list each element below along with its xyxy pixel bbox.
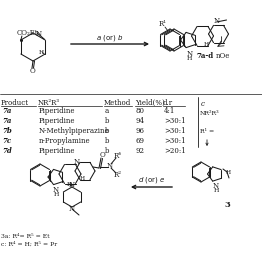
Text: $d$ (or) $e$: $d$ (or) $e$ — [138, 175, 166, 185]
Text: H: H — [213, 188, 219, 194]
Text: b: b — [105, 147, 110, 155]
Text: Piperidine: Piperidine — [39, 147, 75, 155]
Text: Method: Method — [104, 99, 131, 107]
Text: O: O — [29, 67, 35, 75]
Text: 3: 3 — [224, 201, 230, 209]
Text: >30:1: >30:1 — [164, 137, 185, 145]
Text: Piperidine: Piperidine — [39, 107, 75, 115]
Text: N: N — [213, 182, 219, 190]
Text: 7a-d: 7a-d — [197, 52, 214, 60]
Text: 80: 80 — [136, 107, 145, 115]
Text: R⁴: R⁴ — [114, 152, 122, 160]
Text: c: c — [201, 100, 205, 108]
Text: NR²R³: NR²R³ — [38, 99, 60, 107]
Text: N: N — [53, 186, 59, 194]
Text: 69: 69 — [136, 137, 145, 145]
Text: Product: Product — [1, 99, 29, 107]
Text: 96: 96 — [136, 127, 145, 135]
Text: 92: 92 — [136, 147, 145, 155]
Text: N-Methylpiperazine: N-Methylpiperazine — [39, 127, 110, 135]
Text: b: b — [105, 127, 110, 135]
Text: $a$ (or) $b$: $a$ (or) $b$ — [96, 33, 124, 43]
Text: Yield(%): Yield(%) — [135, 99, 165, 107]
Text: H: H — [53, 193, 59, 198]
Text: N: N — [187, 50, 193, 58]
Text: N: N — [69, 181, 75, 189]
Text: H: H — [39, 51, 44, 56]
Text: N: N — [74, 158, 80, 166]
Text: a: a — [105, 107, 109, 115]
Text: 3a: R⁴= R⁵ = Et: 3a: R⁴= R⁵ = Et — [1, 233, 50, 238]
Text: d.r: d.r — [163, 99, 173, 107]
Text: H: H — [67, 182, 72, 187]
Text: N: N — [107, 162, 113, 170]
Text: H: H — [187, 57, 192, 62]
Text: N: N — [69, 205, 75, 213]
Text: O: O — [99, 151, 105, 159]
Text: 7c: 7c — [2, 137, 11, 145]
Text: >30:1: >30:1 — [164, 117, 185, 125]
Text: b: b — [105, 137, 110, 145]
Text: N: N — [214, 17, 220, 25]
Text: H: H — [204, 41, 209, 46]
Text: n-Propylamine: n-Propylamine — [39, 137, 91, 145]
Text: H: H — [225, 170, 231, 174]
Text: R¹: R¹ — [159, 20, 167, 28]
Text: R²: R² — [114, 171, 122, 179]
Text: H: H — [79, 177, 85, 182]
Text: nOe: nOe — [215, 52, 230, 60]
Text: 7d: 7d — [2, 147, 12, 155]
Text: b: b — [105, 117, 110, 125]
Text: R¹ =: R¹ = — [200, 129, 214, 134]
Text: N: N — [36, 30, 42, 39]
Text: >30:1: >30:1 — [164, 127, 185, 135]
Text: >20:1: >20:1 — [164, 147, 186, 155]
Text: 4:1: 4:1 — [164, 107, 175, 115]
Text: 7a: 7a — [2, 117, 11, 125]
Text: NR²R³: NR²R³ — [200, 111, 220, 116]
Text: 94: 94 — [136, 117, 145, 125]
Text: 7b: 7b — [2, 127, 12, 135]
Text: Piperidine: Piperidine — [39, 117, 75, 125]
Text: 7a: 7a — [2, 107, 11, 115]
Text: c: R⁴ = H; R⁵ = Pr: c: R⁴ = H; R⁵ = Pr — [1, 241, 57, 247]
Text: CO₂Et: CO₂Et — [16, 29, 38, 37]
